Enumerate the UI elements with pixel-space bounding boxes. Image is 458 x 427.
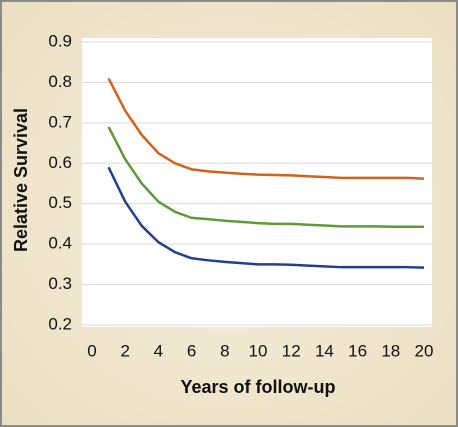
x-tick-label: 8 bbox=[220, 341, 229, 360]
x-tick-label: 4 bbox=[154, 341, 163, 360]
x-tick-label: 6 bbox=[187, 341, 196, 360]
y-tick-label: 0.9 bbox=[48, 31, 72, 50]
series-line bbox=[107, 77, 425, 180]
y-tick-label: 0.3 bbox=[48, 274, 72, 293]
x-tick-label: 2 bbox=[120, 341, 129, 360]
y-tick-label: 0.2 bbox=[48, 314, 72, 333]
x-tick-label: 10 bbox=[249, 341, 268, 360]
y-tick-label: 0.4 bbox=[48, 234, 72, 253]
series-line bbox=[107, 166, 425, 269]
y-axis-title: Relative Survival bbox=[11, 108, 31, 252]
x-tick-label: 20 bbox=[415, 341, 434, 360]
x-tick-label: 18 bbox=[381, 341, 400, 360]
y-tick-label: 0.6 bbox=[48, 153, 72, 172]
y-tick-label: 0.5 bbox=[48, 193, 72, 212]
x-tick-label: 14 bbox=[315, 341, 334, 360]
x-tick-label: 12 bbox=[282, 341, 301, 360]
x-tick-label: 16 bbox=[348, 341, 367, 360]
y-tick-label: 0.8 bbox=[48, 72, 72, 91]
x-tick-label: 0 bbox=[87, 341, 96, 360]
series-line bbox=[107, 126, 424, 229]
x-axis-title: Years of follow-up bbox=[180, 377, 335, 397]
plot-area bbox=[82, 38, 432, 327]
y-tick-label: 0.7 bbox=[48, 112, 72, 131]
